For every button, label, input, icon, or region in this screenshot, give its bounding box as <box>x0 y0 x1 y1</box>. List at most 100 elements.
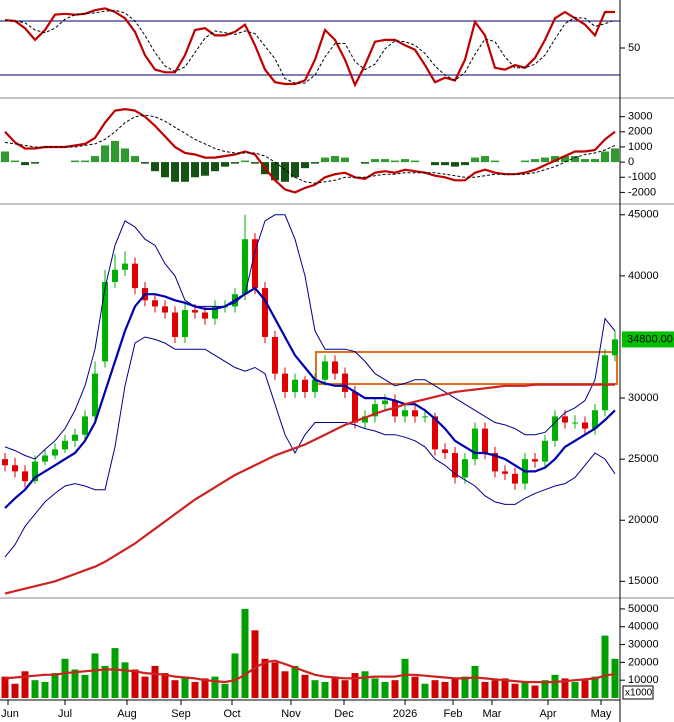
volume-bar <box>611 658 619 698</box>
candle-body <box>532 459 538 462</box>
histogram-bar <box>251 162 259 164</box>
candle-body <box>482 428 488 454</box>
histogram-bar <box>311 162 319 164</box>
volume-bar <box>461 676 469 698</box>
candle-body <box>292 379 298 392</box>
volume-bar <box>71 669 79 698</box>
histogram-bar <box>141 162 149 164</box>
histogram-bar <box>441 162 449 166</box>
candle-body <box>542 440 548 462</box>
volume-bar <box>551 674 559 698</box>
histogram-bar <box>431 162 439 166</box>
line-series <box>4 286 616 509</box>
histogram-bar <box>561 156 569 163</box>
histogram-bar <box>391 160 399 163</box>
y-tick-label: 20000 <box>628 656 659 668</box>
histogram-bar <box>301 162 309 169</box>
line-series <box>4 336 616 558</box>
volume-bar <box>1 676 9 698</box>
line-series <box>4 383 615 595</box>
histogram-bar <box>271 162 279 181</box>
x-tick-label: Sep <box>171 708 191 720</box>
volume-bar <box>121 662 129 698</box>
volume-bar <box>531 685 539 698</box>
volume-bar <box>391 680 399 698</box>
histogram-bar <box>331 156 339 163</box>
histogram-bar <box>191 162 199 178</box>
y-tick-label: 40000 <box>628 621 659 633</box>
x-tick-label: 2026 <box>393 708 417 720</box>
volume-bar <box>81 674 89 698</box>
volume-bar <box>51 673 59 698</box>
volume-bar <box>11 683 19 698</box>
histogram-bar <box>571 156 579 163</box>
candle-body <box>592 410 598 429</box>
y-tick-label: 45000 <box>628 209 659 221</box>
y-tick-label: 30000 <box>628 638 659 650</box>
candle-body <box>472 428 478 460</box>
volume-bar <box>41 681 49 698</box>
volume-bar <box>411 676 419 698</box>
candle-body <box>312 379 318 392</box>
candle-body <box>22 471 28 482</box>
candle-body <box>2 459 8 466</box>
volume-bar <box>301 674 309 698</box>
candle-body <box>92 373 98 417</box>
histogram-bar <box>211 162 219 172</box>
candle-body <box>242 239 248 295</box>
histogram-bar <box>451 162 459 167</box>
histogram-bar <box>291 162 299 178</box>
histogram-bar <box>241 160 249 163</box>
volume-bar <box>561 678 569 698</box>
volume-bar <box>341 680 349 698</box>
candle-body <box>382 400 388 405</box>
x-tick-label: Jul <box>58 708 72 720</box>
volume-bar <box>131 669 139 698</box>
candle-body <box>362 416 368 423</box>
volume-bar <box>421 683 429 698</box>
candle-body <box>602 355 608 411</box>
histogram-bar <box>171 162 179 182</box>
x-tick-label: Oct <box>223 708 240 720</box>
volume-bar <box>191 681 199 698</box>
volume-bar <box>261 658 269 698</box>
candle-body <box>402 410 408 417</box>
x-tick-label: Nov <box>281 708 301 720</box>
candle-body <box>212 306 218 319</box>
histogram-bar <box>71 160 79 163</box>
candle-body <box>322 361 328 380</box>
line-series <box>4 659 616 684</box>
candle-body <box>202 312 208 319</box>
candle-body <box>162 306 168 313</box>
volume-bar <box>181 676 189 698</box>
volume-bar <box>241 608 249 698</box>
volume-bar <box>501 678 509 698</box>
volume-bar <box>61 658 69 698</box>
candle-body <box>302 379 308 392</box>
histogram-bar <box>151 162 159 172</box>
histogram-bar <box>341 157 349 163</box>
histogram-bar <box>581 159 589 163</box>
histogram-bar <box>101 145 109 163</box>
histogram-bar <box>401 159 409 163</box>
histogram-bar <box>91 156 99 163</box>
volume-bar <box>491 680 499 698</box>
candle-body <box>552 416 558 441</box>
candle-body <box>332 361 338 374</box>
y-tick-label: 2000 <box>628 126 652 138</box>
histogram-bar <box>611 148 619 163</box>
histogram-bar <box>21 162 29 166</box>
volume-bar <box>21 671 29 698</box>
candle-body <box>502 471 508 474</box>
histogram-bar <box>11 160 19 163</box>
x-tick-label: Mar <box>483 708 502 720</box>
histogram-bar <box>481 156 489 163</box>
volume-bar <box>521 681 529 698</box>
line-series <box>4 114 616 184</box>
last-price-box <box>622 331 674 348</box>
histogram-bar <box>1 151 9 163</box>
candle-body <box>412 410 418 417</box>
histogram-bar <box>121 148 129 163</box>
candle-body <box>172 312 178 337</box>
